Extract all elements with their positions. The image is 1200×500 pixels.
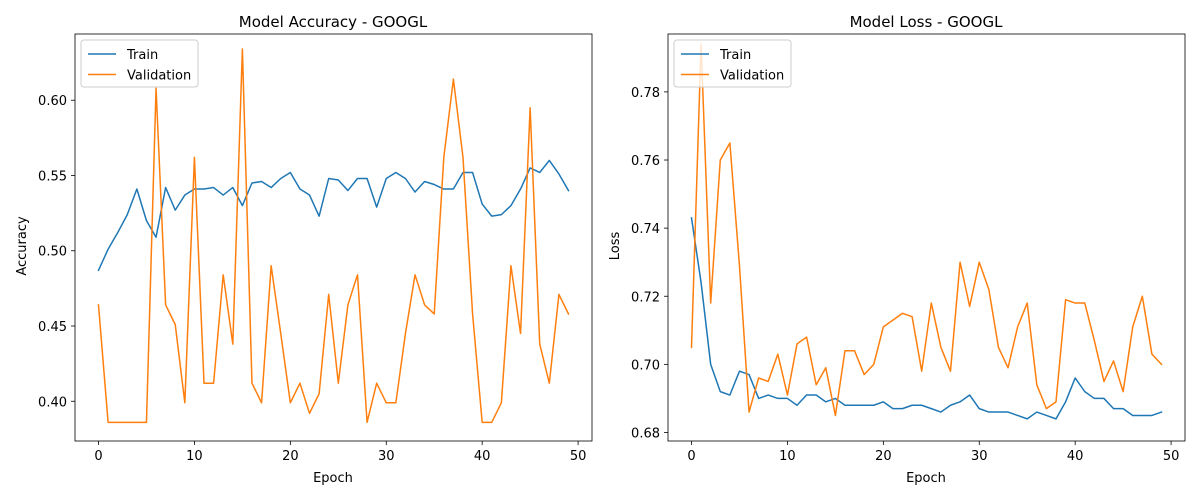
x-tick-label: 50: [1163, 449, 1180, 464]
y-tick-label: 0.78: [631, 86, 660, 101]
y-tick-label: 0.70: [631, 358, 660, 373]
legend-label-validation: Validation: [127, 69, 191, 84]
y-tick-label: 0.60: [38, 94, 67, 109]
plot-frame: [667, 33, 1186, 442]
x-tick-label: 20: [875, 449, 892, 464]
x-tick-label: 20: [282, 449, 299, 464]
x-tick-label: 40: [1067, 449, 1084, 464]
x-tick-label: 10: [779, 449, 796, 464]
plot-frame: [74, 33, 593, 442]
x-tick-label: 40: [474, 449, 491, 464]
accuracy-chart: Model Accuracy - GOOGL Epoch Accuracy 0 1…: [15, 13, 593, 486]
y-tick-label: 0.74: [631, 222, 660, 237]
legend: Train Validation: [80, 39, 199, 88]
y-tick-label: 0.45: [38, 320, 67, 335]
y-axis-label: Loss: [608, 232, 623, 261]
legend-label-train: Train: [126, 48, 158, 63]
x-axis-label: Epoch: [906, 471, 946, 486]
legend: Train Validation: [673, 39, 792, 88]
y-tick-label: 0.72: [631, 290, 660, 305]
series-line-validation: [97, 48, 570, 424]
x-tick-label: 0: [687, 449, 695, 464]
x-tick-label: 30: [378, 449, 395, 464]
series-line-train: [690, 217, 1163, 420]
series-line-validation: [690, 43, 1163, 417]
series-line-train: [97, 159, 570, 272]
chart-title: Model Accuracy - GOOGL: [239, 13, 428, 31]
x-tick-label: 50: [570, 449, 587, 464]
x-tick-label: 0: [94, 449, 102, 464]
y-tick-label: 0.76: [631, 154, 660, 169]
x-tick-label: 30: [971, 449, 988, 464]
legend-label-train: Train: [719, 48, 751, 63]
x-tick-label: 10: [186, 449, 203, 464]
legend-label-validation: Validation: [720, 69, 784, 84]
chart-title: Model Loss - GOOGL: [850, 13, 1004, 31]
loss-chart: Model Loss - GOOGL Epoch Loss 0 10 20 30 40 5…: [608, 13, 1186, 486]
y-axis-label: Accuracy: [15, 216, 30, 276]
y-tick-label: 0.40: [38, 395, 67, 410]
y-tick-label: 0.55: [38, 169, 67, 184]
y-tick-label: 0.50: [38, 245, 67, 260]
y-tick-label: 0.68: [631, 426, 660, 441]
x-axis-label: Epoch: [313, 471, 353, 486]
